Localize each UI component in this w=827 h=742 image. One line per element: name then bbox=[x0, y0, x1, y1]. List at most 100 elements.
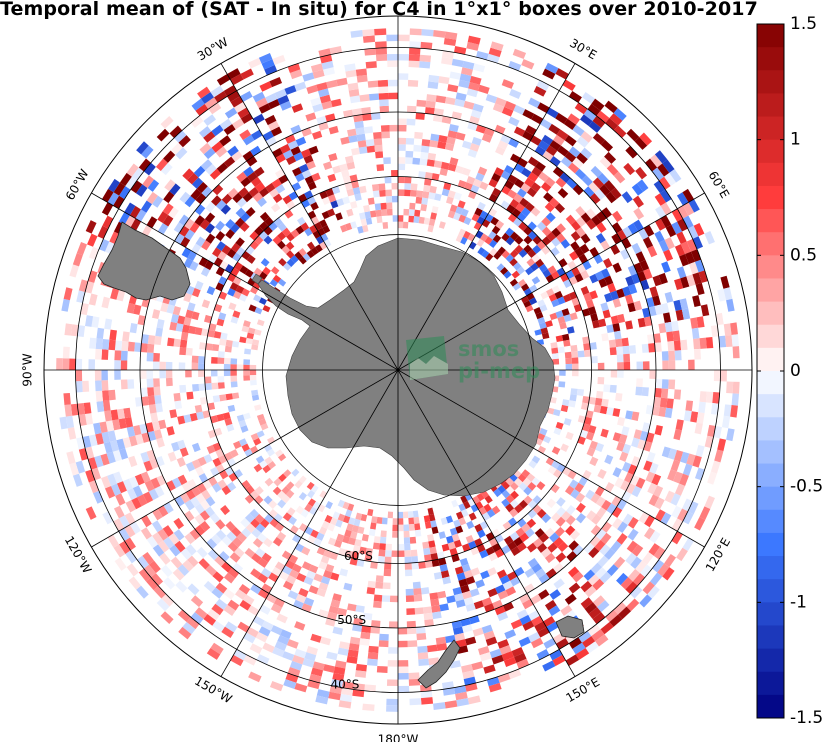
data-cell bbox=[695, 282, 705, 296]
data-cell bbox=[362, 612, 373, 621]
data-cell bbox=[643, 268, 653, 280]
data-cell bbox=[250, 583, 262, 595]
data-cell bbox=[128, 435, 138, 447]
data-cell bbox=[387, 511, 394, 519]
data-cell bbox=[107, 192, 120, 206]
data-cell bbox=[476, 238, 485, 248]
data-cell bbox=[64, 323, 73, 336]
data-cell bbox=[112, 450, 122, 462]
data-cell bbox=[417, 652, 429, 660]
data-cell bbox=[647, 245, 658, 258]
data-cell bbox=[276, 613, 288, 624]
data-cell bbox=[252, 537, 263, 548]
data-cell bbox=[208, 323, 217, 332]
data-cell bbox=[707, 471, 717, 485]
data-cell bbox=[319, 219, 328, 228]
data-cell bbox=[285, 559, 296, 570]
data-cell bbox=[221, 626, 234, 639]
data-cell bbox=[169, 409, 178, 419]
data-cell bbox=[452, 587, 463, 596]
data-cell bbox=[229, 552, 241, 563]
data-cell bbox=[246, 156, 258, 167]
data-cell bbox=[207, 549, 219, 561]
data-cell bbox=[694, 422, 703, 435]
data-cell bbox=[653, 546, 666, 560]
data-cell bbox=[604, 100, 618, 114]
data-cell bbox=[367, 508, 374, 517]
data-cell bbox=[538, 589, 550, 600]
data-cell bbox=[329, 551, 339, 561]
data-cell bbox=[208, 253, 218, 264]
data-cell bbox=[291, 182, 302, 192]
data-cell bbox=[698, 401, 706, 414]
data-cell bbox=[85, 315, 94, 327]
data-cell bbox=[632, 195, 644, 208]
data-cell bbox=[588, 546, 600, 559]
data-cell bbox=[256, 413, 265, 421]
data-cell bbox=[544, 176, 556, 188]
data-cell bbox=[416, 633, 427, 641]
data-cell bbox=[447, 210, 456, 219]
data-cell bbox=[88, 480, 99, 494]
data-cell bbox=[488, 682, 502, 693]
data-cell bbox=[664, 321, 673, 333]
data-cell bbox=[635, 251, 646, 263]
data-cell bbox=[416, 190, 424, 198]
data-cell bbox=[692, 272, 702, 285]
data-cell bbox=[262, 642, 275, 653]
data-cell bbox=[66, 451, 76, 465]
antarctica-continent bbox=[257, 237, 556, 497]
data-cell bbox=[444, 31, 458, 40]
data-cell bbox=[177, 415, 186, 425]
data-cell bbox=[247, 171, 258, 182]
data-cell bbox=[463, 596, 474, 606]
data-cell bbox=[194, 503, 205, 515]
data-cell bbox=[161, 594, 174, 607]
data-cell bbox=[680, 276, 690, 289]
data-cell bbox=[240, 176, 252, 188]
data-cell bbox=[205, 496, 216, 507]
data-cell bbox=[114, 370, 121, 380]
data-cell bbox=[361, 625, 372, 634]
data-cell bbox=[601, 333, 609, 342]
data-cell bbox=[303, 576, 314, 586]
data-cell bbox=[327, 173, 337, 183]
data-cell bbox=[332, 165, 342, 174]
data-cell bbox=[507, 517, 518, 527]
data-cell bbox=[517, 157, 528, 168]
data-cell bbox=[478, 646, 490, 656]
data-cell bbox=[616, 499, 628, 511]
data-cell bbox=[674, 350, 682, 361]
data-cell bbox=[592, 115, 606, 128]
data-cell bbox=[559, 370, 566, 376]
data-cell bbox=[200, 91, 215, 104]
data-cell bbox=[610, 315, 619, 325]
data-cell bbox=[131, 497, 142, 510]
data-cell bbox=[568, 637, 582, 649]
data-cell bbox=[300, 509, 310, 518]
data-cell bbox=[91, 316, 100, 328]
data-cell bbox=[537, 432, 546, 441]
data-cell bbox=[519, 197, 530, 208]
data-cell bbox=[187, 172, 199, 185]
data-cell bbox=[282, 194, 293, 205]
data-cell bbox=[153, 386, 161, 396]
data-cell bbox=[601, 499, 612, 511]
data-cell bbox=[463, 100, 475, 110]
data-cell bbox=[260, 423, 269, 431]
data-cell bbox=[389, 124, 398, 132]
data-cell bbox=[654, 193, 667, 206]
data-cell bbox=[372, 190, 380, 198]
data-cell bbox=[124, 215, 136, 228]
data-cell bbox=[601, 207, 612, 219]
data-cell bbox=[191, 98, 205, 111]
data-cell bbox=[244, 269, 254, 278]
data-cell bbox=[248, 187, 260, 198]
colorbar-tick-label: 0.5 bbox=[790, 245, 817, 265]
data-cell bbox=[225, 339, 233, 347]
data-cell bbox=[167, 337, 175, 347]
data-cell bbox=[614, 477, 625, 489]
data-cell bbox=[273, 217, 283, 227]
data-cell bbox=[124, 524, 136, 538]
data-cell bbox=[166, 426, 175, 436]
